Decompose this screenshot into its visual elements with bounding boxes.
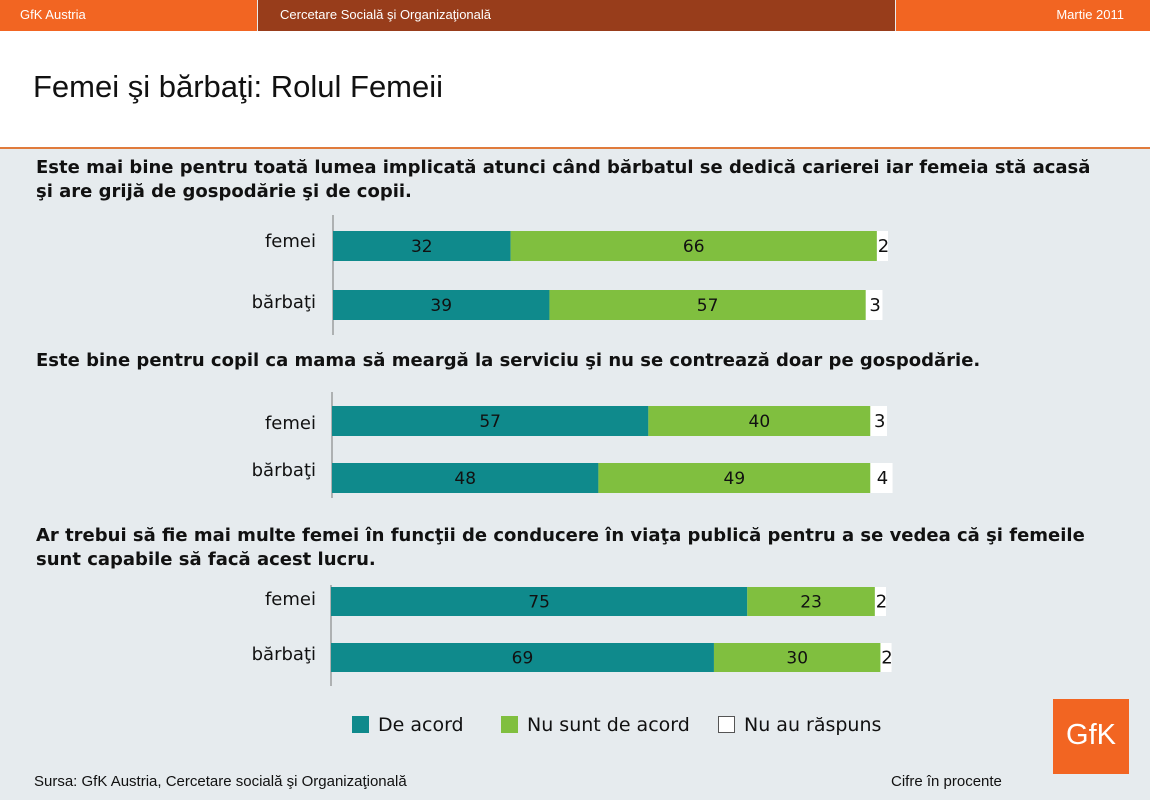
top-bar: GfK Austria Cercetare Socială şi Organiz… <box>0 0 1150 31</box>
chart-3-value-label-barbati-de-acord: 69 <box>512 649 534 669</box>
chart-2-value-label-barbati-nu-sunt-de-acord: 49 <box>724 469 746 489</box>
chart-1-bar-femei-nu-sunt-de-acord <box>510 231 877 261</box>
header-company: GfK Austria <box>20 7 86 22</box>
legend-item-de-acord: De acord <box>352 714 464 736</box>
legend-label-de-acord: De acord <box>378 714 464 736</box>
chart-3-category-label-femei: femei <box>265 589 316 610</box>
chart-1-value-label-barbati-nu-sunt-de-acord: 57 <box>697 296 719 316</box>
chart-3-value-label-femei-nu-sunt-de-acord: 23 <box>800 593 822 613</box>
chart-1-value-label-femei-nu-sunt-de-acord: 66 <box>683 237 705 257</box>
chart-2-value-label-femei-nu-au-raspuns: 3 <box>874 411 885 432</box>
chart-1-value-label-barbati-de-acord: 39 <box>430 296 452 316</box>
chart-1-category-label-femei: femei <box>265 231 316 252</box>
chart-1-bar-barbati-nu-au-raspuns <box>865 290 883 320</box>
chart-1-category-label-barbati: bărbaţi <box>252 292 316 313</box>
chart-3-value-label-barbati-nu-au-raspuns: 2 <box>881 648 892 669</box>
title-area: Femei şi bărbaţi: Rolul Femeii <box>0 31 1150 149</box>
chart-2-category-label-femei: femei <box>265 413 316 434</box>
chart-3-bar-barbati-de-acord <box>331 643 714 672</box>
chart-1-bar-barbati-nu-sunt-de-acord <box>549 290 866 320</box>
legend-swatch-nu-au-raspuns <box>718 716 735 733</box>
chart-1-bar-femei-nu-au-raspuns <box>876 231 888 261</box>
question-1-title: Este mai bine pentru toată lumea implica… <box>36 157 1091 202</box>
header-right-panel: Martie 2011 <box>896 0 1150 31</box>
chart-2-bar-femei-nu-sunt-de-acord <box>648 406 871 436</box>
chart-2-bar-barbati-de-acord <box>332 463 599 493</box>
page-title: Femei şi bărbaţi: Rolul Femeii <box>33 69 444 104</box>
legend-label-nu-au-raspuns: Nu au răspuns <box>744 714 882 736</box>
chart-2-value-label-femei-de-acord: 57 <box>479 412 501 432</box>
chart-3-value-label-femei-de-acord: 75 <box>528 593 550 613</box>
gfk-logo: GfK <box>1053 699 1129 774</box>
chart-1-bar-barbati-de-acord <box>333 290 550 320</box>
chart-3-bar-femei-de-acord <box>331 587 748 616</box>
header-department: Cercetare Socială şi Organizaţională <box>280 7 491 22</box>
chart-3-bar-barbati-nu-sunt-de-acord <box>713 643 881 672</box>
gfk-logo-text: GfK <box>1066 719 1116 751</box>
units-note: Cifre în procente <box>891 773 1002 790</box>
chart-2-category-label-barbati: bărbaţi <box>252 460 316 481</box>
chart-1-value-label-femei-nu-au-raspuns: 2 <box>878 236 889 257</box>
chart-3-category-label-barbati: bărbaţi <box>252 644 316 665</box>
chart-2-value-label-femei-nu-sunt-de-acord: 40 <box>749 412 771 432</box>
chart-3-bar-barbati-nu-au-raspuns <box>880 643 892 672</box>
question-3-title: Ar trebui să fie mai multe femei în func… <box>36 525 1085 570</box>
chart-3-bar-femei-nu-au-raspuns <box>874 587 886 616</box>
source-note: Sursa: GfK Austria, Cercetare socială şi… <box>34 773 407 790</box>
question-2-title: Este bine pentru copil ca mama să meargă… <box>36 350 981 371</box>
chart-3-bar-femei-nu-sunt-de-acord <box>747 587 875 616</box>
chart-1-value-label-barbati-nu-au-raspuns: 3 <box>869 295 880 316</box>
legend-swatch-nu-sunt-de-acord <box>501 716 518 733</box>
chart-2-bar-femei-nu-au-raspuns <box>870 406 887 436</box>
legend-label-nu-sunt-de-acord: Nu sunt de acord <box>527 714 690 736</box>
chart-2-bar-barbati-nu-au-raspuns <box>870 463 893 493</box>
legend-swatch-de-acord <box>352 716 369 733</box>
legend-item-nu-au-raspuns: Nu au răspuns <box>718 714 881 736</box>
chart-1-value-label-femei-de-acord: 32 <box>411 237 433 257</box>
chart-1-bar-femei-de-acord <box>333 231 511 261</box>
chart-3-value-label-barbati-nu-sunt-de-acord: 30 <box>786 649 808 669</box>
chart-2-value-label-barbati-nu-au-raspuns: 4 <box>877 468 888 489</box>
chart-3-value-label-femei-nu-au-raspuns: 2 <box>876 592 887 613</box>
header-date: Martie 2011 <box>1056 7 1124 22</box>
header-left-panel: GfK Austria <box>0 0 257 31</box>
chart-2-bar-femei-de-acord <box>332 406 649 436</box>
chart-2-value-label-barbati-de-acord: 48 <box>454 469 476 489</box>
chart-2-bar-barbati-nu-sunt-de-acord <box>598 463 871 493</box>
header-center-panel: Cercetare Socială şi Organizaţională <box>258 0 895 31</box>
legend-item-nu-sunt-de-acord: Nu sunt de acord <box>501 714 690 736</box>
